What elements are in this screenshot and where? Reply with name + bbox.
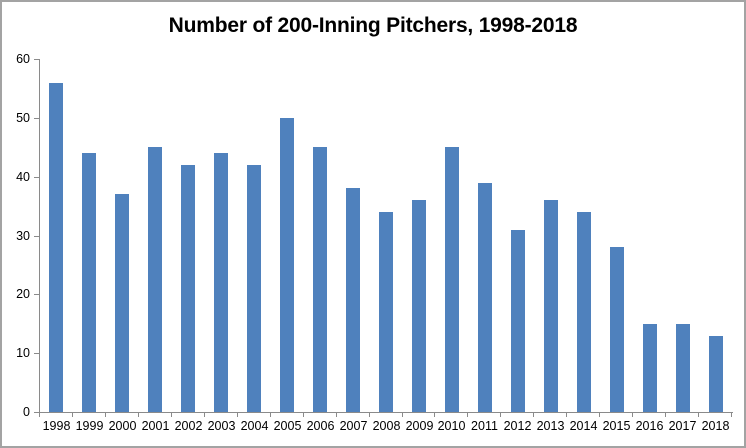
y-axis-label: 40: [16, 170, 30, 184]
x-axis-label: 2000: [108, 419, 137, 433]
x-axis-label: 2002: [174, 419, 203, 433]
x-axis-tick: [566, 413, 567, 417]
x-axis-label: 2013: [536, 419, 565, 433]
x-axis-label: 2016: [635, 419, 664, 433]
bar-2002: [181, 165, 195, 412]
bar-2017: [676, 324, 690, 412]
x-axis-tick: [105, 413, 106, 417]
x-axis-label: 2005: [273, 419, 302, 433]
bar-2008: [379, 212, 393, 412]
x-axis-label: 2014: [569, 419, 598, 433]
y-axis-label: 60: [16, 52, 30, 66]
x-axis-label: 1999: [75, 419, 104, 433]
bar-2010: [445, 147, 459, 412]
bar-2000: [115, 194, 129, 412]
bar-2012: [511, 230, 525, 412]
x-axis-tick: [39, 413, 40, 417]
x-axis-tick: [467, 413, 468, 417]
y-axis-label: 20: [16, 287, 30, 301]
y-axis-tick: [34, 353, 39, 354]
x-axis-tick: [402, 413, 403, 417]
x-axis-label: 2009: [405, 419, 434, 433]
x-axis-label: 2012: [503, 419, 532, 433]
bar-2014: [577, 212, 591, 412]
y-axis-line: [39, 59, 40, 413]
bar-1999: [82, 153, 96, 412]
y-axis-tick: [34, 59, 39, 60]
bar-1998: [49, 83, 63, 412]
x-axis-label: 2004: [240, 419, 269, 433]
y-axis-tick: [34, 177, 39, 178]
bar-2007: [346, 188, 360, 412]
bar-2009: [412, 200, 426, 412]
bar-2011: [478, 183, 492, 412]
x-axis-label: 2018: [701, 419, 730, 433]
x-axis-tick: [500, 413, 501, 417]
x-axis-tick: [533, 413, 534, 417]
y-axis-tick: [34, 236, 39, 237]
x-axis-label: 2006: [306, 419, 335, 433]
bar-2003: [214, 153, 228, 412]
x-axis-label: 2010: [437, 419, 466, 433]
x-axis-label: 1998: [42, 419, 71, 433]
bar-2013: [544, 200, 558, 412]
x-axis-label: 2007: [339, 419, 368, 433]
x-axis-line: [39, 412, 734, 413]
bar-2004: [247, 165, 261, 412]
y-axis-tick: [34, 118, 39, 119]
x-axis-tick: [434, 413, 435, 417]
x-axis-label: 2003: [207, 419, 236, 433]
x-axis-label: 2008: [372, 419, 401, 433]
bar-2016: [643, 324, 657, 412]
x-axis-tick: [698, 413, 699, 417]
chart-title: Number of 200-Inning Pitchers, 1998-2018: [168, 14, 578, 37]
x-axis-tick: [72, 413, 73, 417]
x-axis-tick: [270, 413, 271, 417]
y-axis-tick: [34, 294, 39, 295]
y-axis-label: 50: [16, 111, 30, 125]
y-axis-label: 0: [23, 405, 30, 419]
x-axis-tick: [731, 413, 732, 417]
x-axis-tick: [632, 413, 633, 417]
bar-2001: [148, 147, 162, 412]
x-axis-tick: [665, 413, 666, 417]
x-axis-label: 2011: [471, 419, 498, 433]
x-axis-tick: [303, 413, 304, 417]
bar-2015: [610, 247, 624, 412]
bar-2005: [280, 118, 294, 412]
bar-2006: [313, 147, 327, 412]
x-axis-label: 2001: [141, 419, 170, 433]
x-axis-tick: [171, 413, 172, 417]
x-axis-label: 2017: [668, 419, 697, 433]
x-axis-tick: [336, 413, 337, 417]
x-axis-tick: [237, 413, 238, 417]
y-axis-label: 10: [16, 346, 30, 360]
y-axis-tick: [34, 412, 39, 413]
x-axis-tick: [369, 413, 370, 417]
bar-2018: [709, 336, 723, 412]
x-axis-label: 2015: [602, 419, 631, 433]
y-axis-label: 30: [16, 229, 30, 243]
x-axis-tick: [138, 413, 139, 417]
x-axis-tick: [204, 413, 205, 417]
x-axis-tick: [599, 413, 600, 417]
